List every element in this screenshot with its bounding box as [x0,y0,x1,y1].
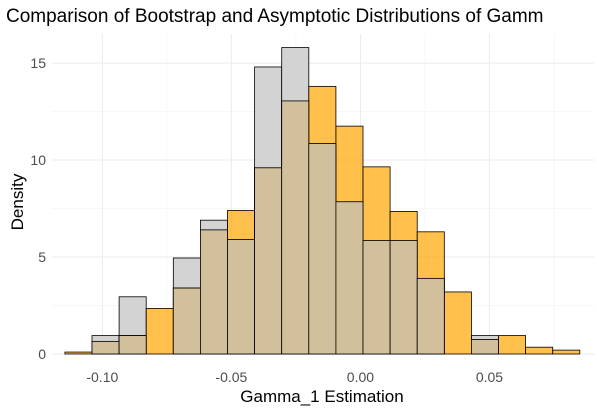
overlap-bar [118,335,147,355]
overlap-bar [200,229,228,355]
x-tick-label: 0.05 [476,369,503,385]
asymptotic-bar [145,308,174,355]
overlap-bars [91,100,499,355]
overlap-bar [227,239,256,355]
overlap-bar [362,240,391,355]
overlap-bar [335,201,364,355]
asymptotic-bar [443,291,472,355]
overlap-bar [91,340,120,355]
overlap-bar [389,240,418,355]
tick-labels: -0.10 -0.05 0.00 0.05 0 5 10 15 [30,55,503,385]
y-axis-label: Density [8,173,27,230]
asymptotic-bar [64,351,93,355]
x-tick-label: -0.10 [86,369,118,385]
overlap-bar [308,143,337,355]
y-tick-label: 5 [38,249,46,265]
x-tick-label: 0.00 [347,369,374,385]
overlap-bar [254,167,283,355]
overlap-bar [416,277,445,355]
overlap-bar [172,287,201,355]
chart-title: Comparison of Bootstrap and Asymptotic D… [6,6,544,27]
asymptotic-bar [552,349,581,355]
y-tick-label: 10 [30,152,46,168]
x-tick-label: -0.05 [215,369,247,385]
asymptotic-bar [525,346,554,355]
overlap-bar [281,100,310,355]
y-tick-label: 0 [38,346,46,362]
x-axis-label: Gamma_1 Estimation [240,387,403,406]
overlap-bar [471,339,499,355]
y-tick-label: 15 [30,55,46,71]
asymptotic-bar [498,335,527,355]
